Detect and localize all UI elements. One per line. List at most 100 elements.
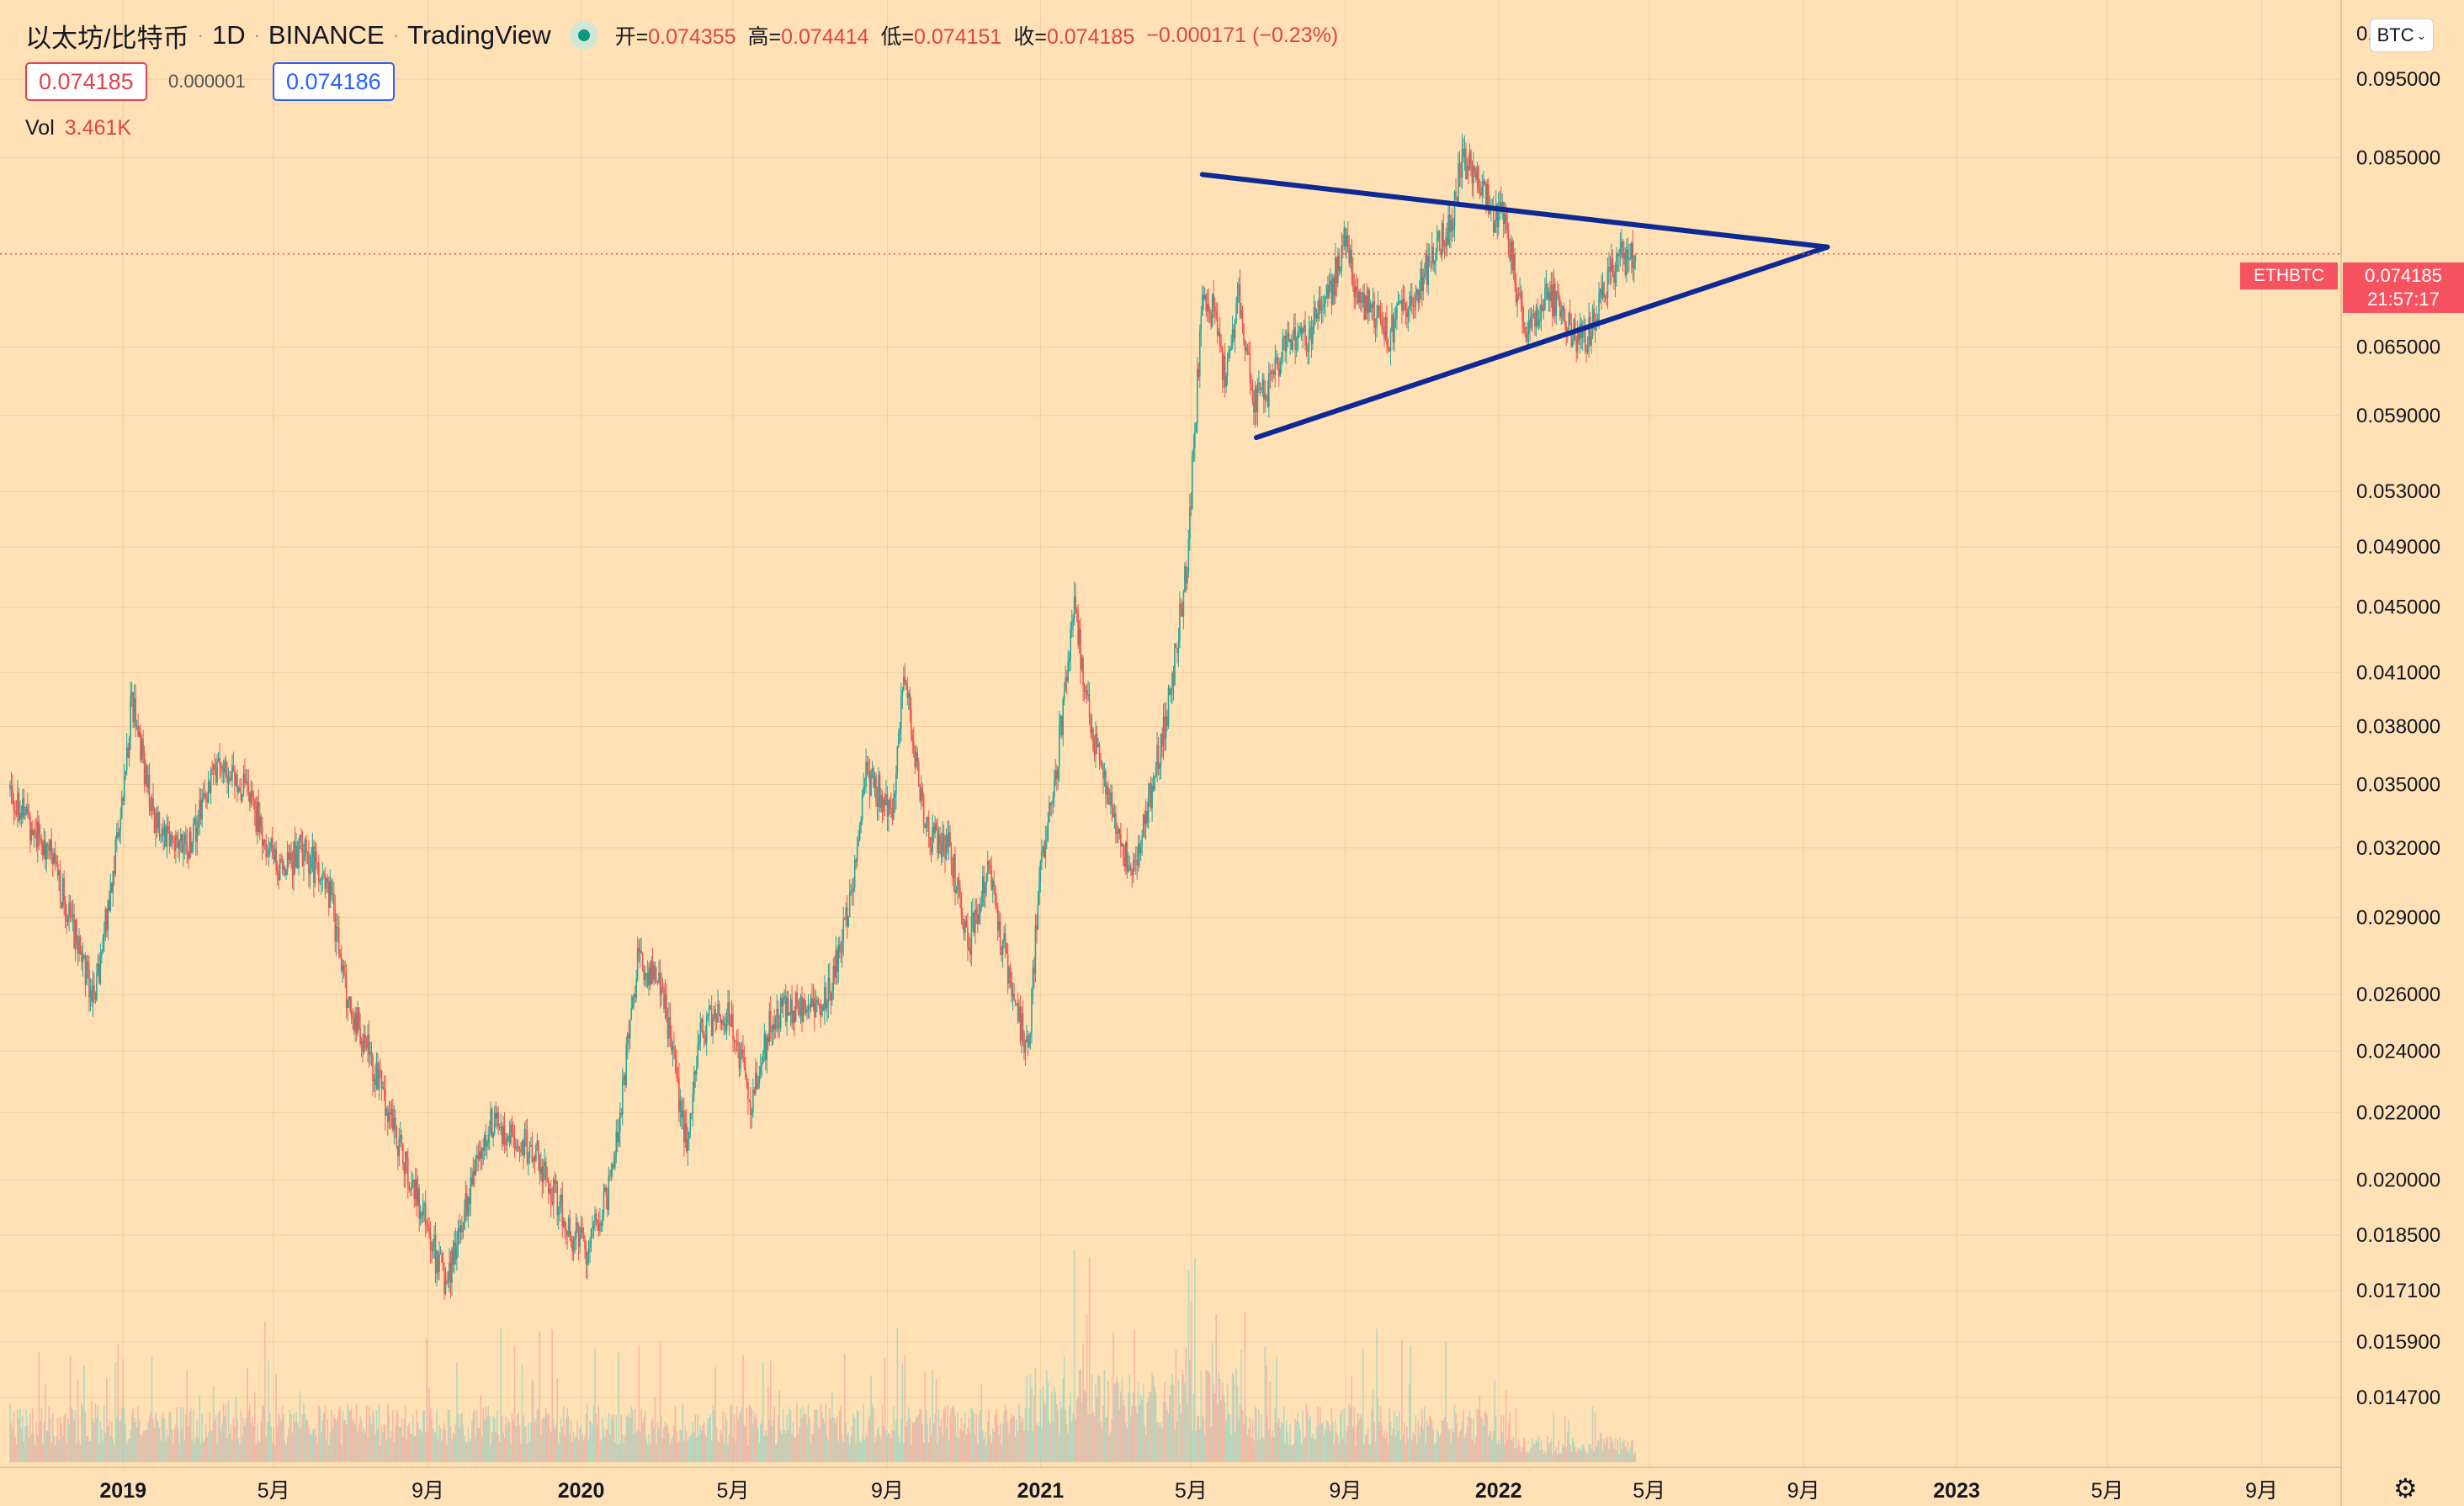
last-price-tag: 0.074185 21:57:17 xyxy=(2343,262,2464,313)
candle-body xyxy=(1272,370,1274,372)
candle-body xyxy=(934,823,936,834)
volume-bar xyxy=(1147,1397,1150,1462)
volume-bar xyxy=(1142,1384,1144,1462)
candle-body xyxy=(722,1020,724,1026)
volume-bar xyxy=(910,1445,912,1462)
candle-body xyxy=(1407,308,1410,317)
volume-bar xyxy=(58,1440,60,1462)
volume-bar xyxy=(626,1416,629,1462)
volume-bar xyxy=(783,1429,785,1462)
candle-body xyxy=(326,878,327,889)
volume-bar xyxy=(753,1412,756,1462)
volume-bar xyxy=(104,1432,107,1462)
candle-body xyxy=(634,994,636,998)
candle-body xyxy=(1240,310,1242,317)
volume-bar xyxy=(531,1379,534,1462)
currency-button[interactable]: BTC ⌄ xyxy=(2370,19,2434,52)
volume-bar xyxy=(1534,1445,1536,1462)
candle-body xyxy=(1161,734,1163,746)
candle-body xyxy=(104,909,107,935)
volume-bar xyxy=(1394,1411,1395,1462)
volume-bar xyxy=(914,1421,916,1462)
volume-bar xyxy=(439,1428,442,1462)
candle-body xyxy=(1287,332,1288,336)
candle-body xyxy=(442,1262,444,1271)
symbol-name[interactable]: 以太坊/比特币 xyxy=(25,23,189,53)
candle-body xyxy=(13,803,15,811)
candle-body xyxy=(49,840,51,851)
candle-body xyxy=(874,776,876,787)
volume-bar xyxy=(516,1413,518,1462)
volume-bar xyxy=(110,1421,113,1462)
volume-bar xyxy=(725,1413,726,1462)
candle-body xyxy=(814,998,815,1018)
volume-bar xyxy=(25,1409,28,1462)
volume-legend[interactable]: Vol 3.461K xyxy=(25,116,131,141)
candle-body xyxy=(534,1158,536,1161)
candle-body xyxy=(1460,172,1462,178)
volume-bar xyxy=(1118,1382,1119,1462)
gear-icon[interactable]: ⚙ xyxy=(2393,1473,2418,1503)
candle-body xyxy=(378,1069,380,1090)
candle-body xyxy=(256,802,258,832)
volume-bar xyxy=(1098,1376,1101,1462)
volume-bar xyxy=(23,1441,25,1462)
candle-body xyxy=(572,1239,575,1252)
candle-body xyxy=(170,835,172,846)
price-change: −0.000171 (−0.23%) xyxy=(1146,23,1339,47)
volume-bar xyxy=(1440,1433,1442,1462)
volume-bar xyxy=(1058,1433,1060,1462)
candle-body xyxy=(960,895,963,916)
volume-bar xyxy=(1299,1429,1301,1462)
candle-body xyxy=(1018,1005,1020,1021)
candle-body xyxy=(115,832,118,840)
buy-price-button[interactable]: 0.074186 xyxy=(273,62,395,101)
candle-body xyxy=(288,851,289,860)
volume-bar xyxy=(742,1355,744,1462)
volume-bar xyxy=(1302,1410,1304,1462)
interval-label[interactable]: 1D xyxy=(211,20,246,50)
volume-bar xyxy=(552,1419,555,1462)
volume-bar xyxy=(993,1431,996,1462)
volume-bar xyxy=(929,1418,931,1462)
candle-body xyxy=(988,861,990,865)
volume-bar xyxy=(1101,1429,1103,1462)
volume-bar xyxy=(1337,1435,1339,1462)
volume-bar xyxy=(300,1429,302,1462)
volume-bar xyxy=(592,1405,595,1462)
candle-body xyxy=(24,813,26,816)
candle-body xyxy=(702,1019,704,1035)
volume-bar xyxy=(1452,1432,1454,1462)
candle-body xyxy=(577,1227,580,1247)
volume-bar xyxy=(898,1435,900,1462)
volume-bar xyxy=(1623,1439,1625,1462)
candle-body xyxy=(1629,258,1632,260)
volume-bar xyxy=(1351,1427,1354,1462)
candle-body xyxy=(354,1012,356,1031)
volume-bar xyxy=(965,1434,968,1462)
candle-body xyxy=(84,955,87,985)
candle-body xyxy=(1366,296,1367,313)
volume-bar xyxy=(1522,1437,1525,1462)
volume-bar xyxy=(751,1408,753,1462)
candle-body xyxy=(679,1100,682,1112)
candle-body xyxy=(1182,591,1185,618)
volume-bar xyxy=(118,1421,120,1462)
y-tick-label: 0.045000 xyxy=(2356,596,2440,618)
market-status-icon[interactable] xyxy=(569,21,598,50)
volume-bar xyxy=(983,1439,985,1462)
volume-bar xyxy=(232,1418,235,1462)
volume-bar xyxy=(363,1427,365,1462)
volume-bar xyxy=(1277,1423,1279,1462)
candle-body xyxy=(109,882,112,911)
volume-bar xyxy=(1023,1430,1025,1462)
sell-price-button[interactable]: 0.074185 xyxy=(25,62,147,101)
volume-bar xyxy=(861,1436,863,1462)
candle-body xyxy=(348,996,350,1001)
volume-bar xyxy=(1609,1435,1612,1462)
volume-bar xyxy=(168,1411,171,1462)
candle-body xyxy=(1415,294,1417,307)
volume-bar xyxy=(196,1419,199,1462)
candle-body xyxy=(141,739,143,761)
